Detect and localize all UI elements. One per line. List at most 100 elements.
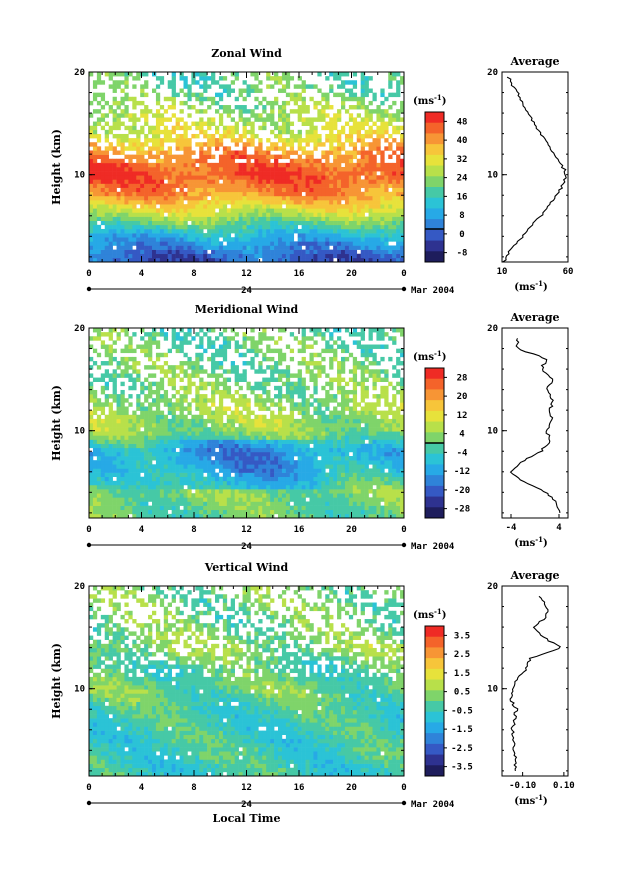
heatmap-cell xyxy=(199,162,204,168)
heatmap-cell xyxy=(301,146,306,151)
heatmap-cell xyxy=(230,476,235,482)
heatmap-cell xyxy=(199,208,204,213)
heatmap-cell xyxy=(344,175,350,180)
heatmap-cell xyxy=(183,150,188,155)
heatmap-cell xyxy=(274,489,279,494)
heatmap-cell xyxy=(309,191,314,197)
heatmap-cell xyxy=(380,468,385,473)
heatmap-cell xyxy=(152,212,157,217)
heatmap-cell xyxy=(344,233,350,238)
heatmap-cell xyxy=(124,513,129,519)
heatmap-cell xyxy=(281,100,287,106)
heatmap-cell xyxy=(364,489,369,494)
heatmap-cell xyxy=(372,501,377,506)
heatmap-cell xyxy=(140,109,145,114)
heatmap-cell xyxy=(226,493,232,498)
heatmap-cell xyxy=(344,154,350,160)
heatmap-cell xyxy=(242,451,247,457)
heatmap-cell xyxy=(148,435,153,440)
heatmap-cell xyxy=(258,439,263,444)
heatmap-cell xyxy=(348,183,354,188)
heatmap-cell xyxy=(120,191,125,197)
heatmap-cell xyxy=(234,76,239,81)
heatmap-cell xyxy=(108,129,113,135)
heatmap-cell xyxy=(388,84,393,89)
heatmap-cell xyxy=(250,228,255,234)
heatmap-cell xyxy=(297,233,302,238)
heatmap-cell xyxy=(325,443,330,449)
heatmap-cell xyxy=(341,484,346,490)
heatmap-cell xyxy=(352,456,358,461)
heatmap-cell xyxy=(352,501,358,506)
heatmap-cell xyxy=(392,191,397,197)
colorbar-band xyxy=(425,219,444,231)
heatmap-cell xyxy=(187,150,192,155)
heatmap-cell xyxy=(191,150,196,155)
heatmap-cell xyxy=(89,435,94,440)
heatmap-cell xyxy=(116,113,121,118)
heatmap-cell xyxy=(372,224,377,230)
heatmap-cell xyxy=(270,100,275,106)
heatmap-cell xyxy=(376,212,381,217)
heatmap-cell xyxy=(100,480,106,486)
heatmap-cell xyxy=(183,154,188,160)
heatmap-cell xyxy=(372,162,377,168)
heatmap-cell xyxy=(262,257,267,263)
heatmap-cell xyxy=(124,418,129,424)
heatmap-cell xyxy=(380,249,385,255)
heatmap-cell xyxy=(207,505,212,511)
heatmap-cell xyxy=(360,447,365,453)
heatmap-cell xyxy=(211,418,216,424)
heatmap-cell xyxy=(372,513,377,519)
heatmap-cell xyxy=(226,154,232,160)
heatmap-cell xyxy=(171,423,176,428)
heatmap-cell xyxy=(254,133,259,139)
heatmap-cell xyxy=(167,245,172,250)
heatmap-cell xyxy=(254,76,259,81)
heatmap-cell xyxy=(278,241,283,246)
heatmap-cell xyxy=(89,162,94,168)
heatmap-cell xyxy=(301,88,306,93)
heatmap-cell xyxy=(203,484,208,490)
heatmap-cell xyxy=(270,167,275,172)
heatmap-cell xyxy=(163,431,169,436)
heatmap-cell xyxy=(274,497,279,502)
heatmap-cell xyxy=(325,171,330,176)
heatmap-cell xyxy=(167,80,172,85)
heatmap-cell xyxy=(254,208,259,213)
heatmap-cell xyxy=(215,100,220,106)
heatmap-cell xyxy=(167,493,172,498)
heatmap-cell xyxy=(104,187,109,193)
heatmap-cell xyxy=(364,253,369,259)
heatmap-cell xyxy=(301,418,306,424)
heatmap-cell xyxy=(152,410,157,416)
heatmap-cell xyxy=(368,423,373,428)
heatmap-cell xyxy=(274,427,279,432)
heatmap-cell xyxy=(199,410,204,416)
heatmap-cell xyxy=(313,129,318,135)
heatmap-cell xyxy=(297,92,302,98)
heatmap-cell xyxy=(360,171,365,176)
heatmap-cell xyxy=(108,497,113,502)
heatmap-cell xyxy=(368,150,373,155)
heatmap-cell xyxy=(132,125,137,131)
heatmap-cell xyxy=(309,241,314,246)
heatmap-cell xyxy=(155,253,161,259)
heatmap-cell xyxy=(254,480,259,486)
heatmap-cell xyxy=(108,228,113,234)
heatmap-cell xyxy=(246,257,251,263)
heatmap-cell xyxy=(364,142,369,147)
heatmap-cell xyxy=(108,220,113,226)
heatmap-cell xyxy=(215,171,220,176)
heatmap-cell xyxy=(175,468,180,473)
heatmap-cell xyxy=(281,451,287,457)
heatmap-cell xyxy=(120,138,125,143)
heatmap-cell xyxy=(230,505,235,511)
heatmap-cell xyxy=(195,191,200,197)
heatmap-cell xyxy=(278,109,283,114)
heatmap-cell xyxy=(262,228,267,234)
heatmap-cell xyxy=(281,216,287,221)
heatmap-cell xyxy=(148,480,153,486)
heatmap-cell xyxy=(329,187,334,193)
heatmap-cell xyxy=(285,427,291,432)
